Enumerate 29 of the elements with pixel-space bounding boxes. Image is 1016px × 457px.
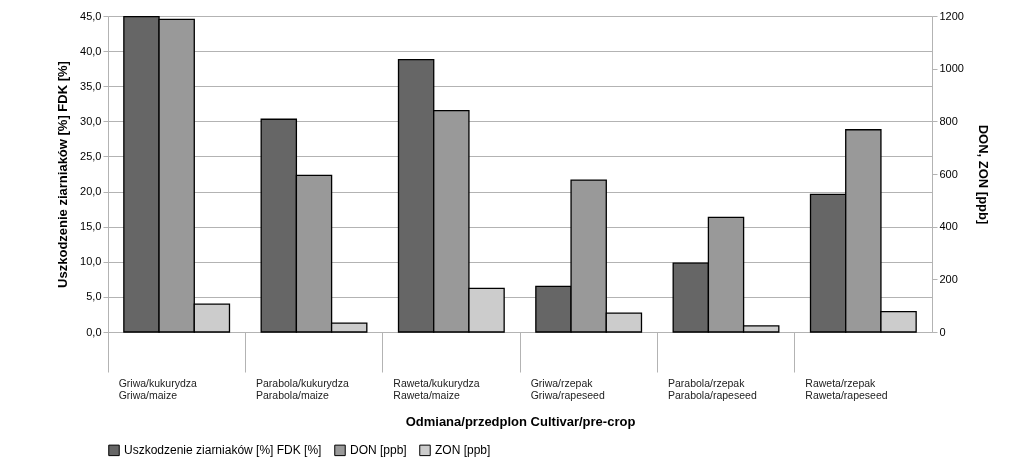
y-tick-label: 5,0: [86, 290, 102, 303]
y-tick-label: 30,0: [80, 114, 102, 127]
x-tick-label: Parabola/kukurydza Parabola/maize: [256, 376, 349, 401]
y-tick-label: 40,0: [80, 44, 102, 57]
y2-tick-label: 1000: [939, 62, 964, 75]
x-axis-title: Odmiana/przedplon Cultivar/pre-crop: [405, 413, 636, 429]
y2-tick-label: 0: [939, 325, 946, 338]
y-tick-label: 25,0: [80, 149, 102, 162]
y-tick-label: 0,0: [86, 325, 102, 338]
legend-label: DON [ppb]: [350, 443, 407, 457]
y2-tick-label: 600: [939, 167, 958, 180]
y2-tick-label: 1200: [939, 9, 964, 22]
x-tick-label: Raweta/kukurydza Raweta/maize: [393, 376, 480, 401]
y-tick-label: 10,0: [80, 255, 102, 268]
x-tick-label: Raweta/rzepak Raweta/rapeseed: [805, 376, 888, 401]
legend-label: Uszkodzenie ziarniaków [%] FDK [%]: [124, 443, 322, 457]
x-tick-label: Griwa/rzepak Griwa/rapeseed: [530, 376, 605, 401]
x-tick-label: Griwa/kukurydza Griwa/maize: [118, 376, 198, 401]
y2-tick-label: 200: [939, 272, 958, 285]
y2-axis-title: DON, ZON [ppb]: [975, 124, 991, 225]
y-tick-label: 45,0: [80, 9, 102, 22]
legend-label: ZON [ppb]: [435, 443, 491, 457]
y2-tick-label: 800: [939, 114, 958, 127]
y-tick-label: 20,0: [80, 185, 102, 198]
y2-tick-label: 400: [939, 220, 958, 233]
x-tick-label: Parabola/rzepak Parabola/rapeseed: [668, 376, 757, 401]
y-axis-title: Uszkodzenie ziarniaków [%] FDK [%]: [55, 61, 71, 288]
y-tick-label: 35,0: [80, 79, 102, 92]
y-tick-label: 15,0: [80, 220, 102, 233]
